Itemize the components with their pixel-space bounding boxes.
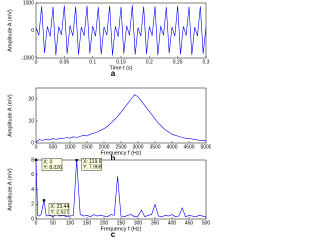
y-axis-label: Amplitude A (mV) <box>7 168 13 211</box>
x-tick-label: 50 <box>50 220 56 226</box>
x-tick-label: 0.15 <box>116 59 126 65</box>
x-axis-label: Frequency f (Hz) <box>101 226 142 232</box>
x-tick-label: 0.05 <box>59 59 69 65</box>
x-tick-label: 500 <box>202 220 211 226</box>
x-tick-label: 5000 <box>200 144 211 150</box>
y-tick-label: 0 <box>31 140 34 146</box>
x-tick-label: 450 <box>185 220 194 226</box>
x-tick-label: 400 <box>168 220 177 226</box>
datatip-text: X: 23.44 <box>50 204 69 210</box>
panel-label: b <box>111 154 116 163</box>
panel-label: a <box>111 69 116 78</box>
datatip-box <box>81 158 102 171</box>
x-tick-label: 1000 <box>64 144 75 150</box>
x-tick-label: 150 <box>83 220 92 226</box>
y-tick-label: 1000 <box>23 0 34 6</box>
plot-area <box>35 87 207 144</box>
x-tick-label: 0.25 <box>173 59 183 65</box>
datatip-text: Y: 7.969 <box>83 164 102 170</box>
y-tick-label: 20 <box>28 96 34 102</box>
x-tick-label: 350 <box>151 220 160 226</box>
y-axis-label: Amplitude A (mV) <box>7 94 13 137</box>
y-tick-label: 0 <box>31 216 34 222</box>
datatip-marker <box>34 158 38 162</box>
datatip-box <box>41 158 63 172</box>
x-tick-label: 2000 <box>98 144 109 150</box>
x-tick-label: 100 <box>66 220 75 226</box>
y-tick-label: -1000 <box>21 55 34 61</box>
x-tick-label: 4000 <box>166 144 177 150</box>
datatip-text: X: 119.6 <box>83 159 101 165</box>
x-tick-label: 300 <box>134 220 143 226</box>
y-tick-label: 0 <box>31 28 34 34</box>
x-tick-label: 2500 <box>115 144 126 150</box>
panel-label: c <box>111 230 116 239</box>
datatip-marker <box>75 159 78 162</box>
signal-line <box>35 94 207 143</box>
datatip-text: Y: 8.026 <box>44 165 63 171</box>
datatip-marker <box>42 199 46 202</box>
x-tick-label: 0 <box>35 59 38 65</box>
y-tick-label: 6 <box>31 172 34 178</box>
y-tick-label: 2 <box>31 202 34 208</box>
x-axis-label: Time t (s) <box>109 65 132 71</box>
y-axis-label: Amplitude A (mV) <box>7 9 13 52</box>
x-tick-label: 1500 <box>81 144 92 150</box>
plot-area <box>35 2 207 59</box>
y-tick-label: 8 <box>31 157 34 163</box>
datatip-text: X: 0 <box>44 159 53 165</box>
x-tick-label: 3500 <box>149 144 160 150</box>
x-tick-label: 0 <box>35 144 38 150</box>
y-tick-label: 4 <box>31 187 34 193</box>
x-tick-label: 0 <box>35 220 38 226</box>
x-tick-label: 0.1 <box>89 59 96 65</box>
x-tick-label: 500 <box>49 144 58 150</box>
x-tick-label: 250 <box>117 220 126 226</box>
datatip-box <box>48 203 70 216</box>
y-tick-label: 10 <box>28 118 34 124</box>
x-tick-label: 3000 <box>132 144 143 150</box>
x-tick-label: 0.3 <box>203 59 210 65</box>
x-tick-label: 4500 <box>183 144 194 150</box>
x-tick-label: 200 <box>100 220 109 226</box>
datatip-text: Y: 2.527 <box>50 209 69 215</box>
x-axis-label: Frequency f (Hz) <box>101 150 142 156</box>
signal-line <box>35 5 207 56</box>
x-tick-label: 0.2 <box>146 59 153 65</box>
